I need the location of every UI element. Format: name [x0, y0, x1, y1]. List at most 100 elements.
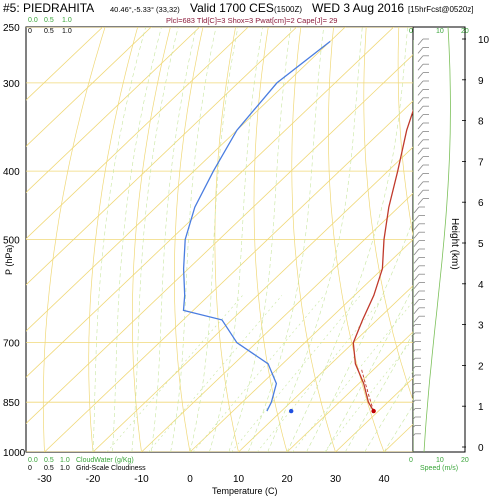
wind-barb: [417, 173, 424, 180]
wind-barb: [413, 206, 420, 214]
isotherm-line: [26, 27, 249, 240]
wind-barb: [413, 357, 416, 362]
moist-adiabat-line: [170, 27, 217, 452]
moist-adiabat-line: [325, 286, 413, 452]
mixing-ratio-line: [324, 338, 413, 452]
valid-date: WED 3 Aug 2016: [312, 1, 404, 15]
speed-tick: 20: [461, 457, 469, 464]
speed-tick: 10: [436, 457, 444, 464]
moist-adiabat-line: [209, 27, 263, 452]
wind-barb: [413, 299, 420, 306]
dry-adiabat-line: [88, 27, 139, 452]
pressure-tick-label: 250: [3, 23, 20, 34]
temperature-tick-label: 20: [281, 474, 293, 485]
moist-adiabat-line: [92, 27, 146, 452]
wind-barb: [413, 433, 416, 437]
wind-barb: [413, 273, 420, 281]
pressure-tick-label: 700: [3, 339, 20, 350]
isotherm-line: [92, 146, 413, 452]
isotherm-line: [26, 54, 413, 424]
valid-time: Valid 1700 CES: [190, 1, 274, 15]
wind-barb: [413, 257, 420, 264]
speed-tick: 10: [436, 28, 444, 35]
moist-adiabat-line: [112, 27, 162, 452]
background-lines: [26, 27, 413, 452]
wind-barb: [417, 38, 424, 46]
wind-barb: [413, 324, 416, 328]
wind-barb: [413, 391, 416, 395]
moist-adiabat-line: [189, 27, 239, 452]
dry-adiabat-line: [132, 27, 171, 452]
svg-text:#5: PIEDRAHITA: #5: PIEDRAHITA: [3, 1, 94, 15]
wind-barb: [417, 131, 424, 138]
y-axis-title: P (hPa): [4, 245, 14, 275]
temperature-tick-label: -10: [134, 474, 149, 485]
surface-dewpoint-marker: [288, 408, 294, 414]
cloudiness-tick: 0: [28, 465, 32, 472]
cloudiness-tick: 1.0: [62, 17, 72, 24]
dry-adiabat-line: [42, 27, 106, 452]
moist-adiabat-line: [131, 27, 179, 452]
height-tick-label: 10: [478, 35, 490, 46]
speed-label: Speed (m/s): [420, 465, 458, 472]
wind-barb: [413, 265, 420, 273]
dry-adiabat-line: [328, 27, 385, 452]
sounding-indices: Plcl=683 Tld[C]=3 Shox=3 Pwat[cm]=2 Cape…: [166, 16, 337, 25]
height-tick-label: 6: [478, 198, 484, 209]
wind-barb: [417, 105, 424, 113]
wind-barb: [413, 231, 420, 239]
bottom-speed-scale: 0 10 20 Speed (m/s): [409, 457, 469, 472]
wind-barb: [413, 408, 416, 412]
isotherm-line: [26, 27, 104, 101]
cloudwater-tick: 0: [28, 28, 32, 35]
height-tick-label: 7: [478, 157, 484, 168]
mixing-ratio-line: [106, 295, 243, 452]
isotherm-line: [141, 192, 413, 452]
dry-adiabat-line: [291, 27, 336, 452]
wind-barb: [413, 399, 416, 404]
cloudiness-tick: 0.0: [28, 17, 38, 24]
mixing-ratio-line: [231, 295, 361, 452]
height-tick-label: 3: [478, 321, 484, 332]
dry-adiabat-line: [214, 27, 239, 452]
isotherm-line: [189, 239, 413, 452]
dewpoint-profile: [182, 40, 331, 412]
wind-panel: [412, 26, 466, 453]
wind-barb: [417, 72, 424, 79]
wind-barb: [413, 341, 416, 345]
temperature-profile: [352, 109, 413, 412]
wind-barb: [417, 198, 424, 205]
moist-adiabat-line: [247, 27, 324, 452]
isotherm-line: [26, 27, 201, 194]
wind-barb: [413, 383, 416, 387]
wind-barb: [417, 63, 424, 71]
pressure-tick-label: 400: [3, 167, 20, 178]
cloudwater-tick: 0.0: [28, 457, 38, 464]
station-name: #5: PIEDRAHITA: [3, 1, 94, 15]
speed-tick: 0: [409, 28, 413, 35]
temperature-tick-label: 30: [330, 474, 342, 485]
wind-barb: [417, 122, 424, 130]
forecast-info: [15hrFcst@0520z]: [408, 5, 473, 14]
wind-barb: [413, 416, 416, 421]
wind-barb: [413, 425, 416, 429]
dry-adiabat-line: [253, 27, 288, 452]
bottom-cloud-scale: 0.0 0.5 1.0 CloudWater (g/Kg) 0 0.5 1.0 …: [28, 457, 146, 472]
isotherm-line: [26, 27, 298, 286]
top-cloud-scale: 0.0 0.5 1.0 0 0.5 1.0: [28, 17, 72, 35]
cloudwater-tick: 0.5: [44, 457, 54, 464]
wind-barb: [417, 156, 424, 163]
valid-utc: (1500Z): [274, 5, 302, 14]
parcel-path: [360, 367, 375, 412]
wind-barb: [417, 55, 424, 63]
wind-barb: [417, 147, 424, 155]
wind-barb: [413, 282, 420, 289]
isotherm-line: [26, 27, 346, 332]
sounding-profiles: [182, 40, 413, 414]
height-axis-title: Height (km): [449, 218, 460, 270]
cloudwater-label: CloudWater (g/Kg): [76, 457, 134, 464]
top-speed-scale: 0 10 20: [409, 28, 469, 35]
wind-profile: [413, 27, 451, 452]
wind-barb: [413, 374, 416, 379]
wind-barb: [413, 215, 420, 222]
